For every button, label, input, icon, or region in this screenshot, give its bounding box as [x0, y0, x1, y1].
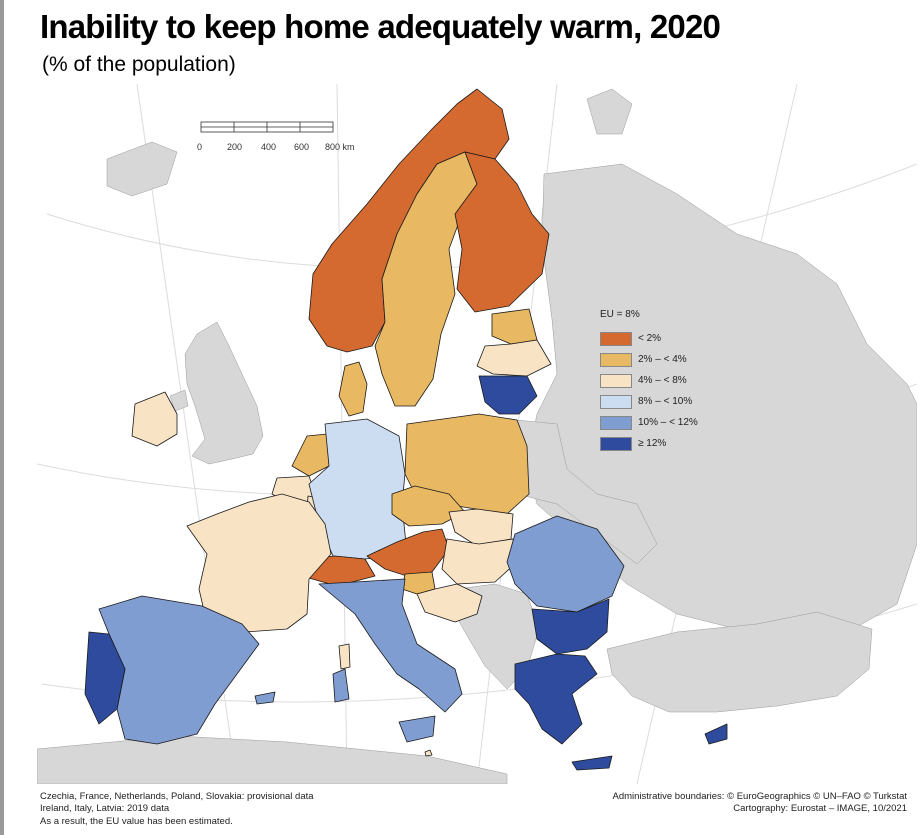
crete	[571, 755, 613, 771]
footnote: Ireland, Italy, Latvia: 2019 data	[40, 803, 170, 815]
credit: Administrative boundaries: © EuroGeograp…	[612, 791, 907, 802]
denmark	[338, 361, 368, 417]
footnotes-right: Administrative boundaries: © EuroGeograp…	[612, 791, 907, 816]
legend-label: 4% – < 8%	[638, 375, 687, 386]
scale-bar-labels: 0 200 400 600 800 km	[197, 142, 367, 156]
portugal	[84, 631, 126, 725]
sardinia	[332, 668, 350, 703]
cyprus	[704, 723, 728, 745]
legend-item: ≥ 12%	[600, 433, 698, 454]
credit: Cartography: Eurostat – IMAGE, 10/2021	[733, 803, 907, 815]
estonia	[491, 308, 538, 345]
scale-bar	[200, 121, 334, 133]
legend-swatch	[600, 352, 632, 367]
legend-item: < 2%	[600, 328, 698, 349]
croatia	[416, 583, 483, 623]
northern-ireland	[169, 389, 189, 412]
legend-label: 10% – < 12%	[638, 417, 698, 428]
sicily	[398, 715, 436, 743]
malta	[424, 749, 433, 757]
scale-label: 200	[227, 142, 243, 152]
legend-item: 10% – < 12%	[600, 412, 698, 433]
finland	[454, 151, 550, 313]
map-title: Inability to keep home adequately warm, …	[40, 8, 721, 45]
scale-label: 400	[261, 142, 277, 152]
greece	[514, 653, 598, 745]
legend-label: 2% – < 4%	[638, 354, 687, 365]
left-frame-rule	[0, 0, 4, 835]
scale-label: 0	[197, 142, 203, 152]
north-africa	[37, 735, 508, 784]
eu-countries	[84, 88, 728, 771]
italy	[318, 578, 463, 713]
europe-map	[37, 84, 917, 784]
romania	[506, 515, 625, 613]
hungary	[441, 538, 518, 585]
scale-label: 800 km	[325, 142, 355, 152]
balearic-islands	[254, 691, 276, 705]
iceland	[106, 141, 178, 197]
legend-item: 4% – < 8%	[600, 370, 698, 391]
legend-label: ≥ 12%	[638, 438, 667, 449]
svalbard	[586, 88, 633, 135]
scale-label: 600	[294, 142, 310, 152]
legend: EU = 8% < 2% 2% – < 4% 4% – < 8% 8% – < …	[600, 309, 698, 454]
france	[186, 493, 332, 633]
legend-swatch	[600, 331, 632, 346]
legend-label: 8% – < 10%	[638, 396, 693, 407]
netherlands	[291, 433, 330, 477]
legend-swatch	[600, 415, 632, 430]
legend-title: EU = 8%	[600, 309, 640, 320]
non-eu-land	[37, 88, 917, 784]
great-britain	[184, 321, 264, 465]
footnotes-left: Czechia, France, Netherlands, Poland, Sl…	[40, 791, 314, 828]
latvia	[476, 339, 552, 377]
legend-swatch	[600, 373, 632, 388]
legend-item: 8% – < 10%	[600, 391, 698, 412]
map-subtitle: (% of the population)	[42, 53, 236, 76]
legend-label: < 2%	[638, 333, 662, 344]
legend-swatch	[600, 394, 632, 409]
turkey	[606, 611, 873, 713]
corsica	[338, 643, 351, 670]
bulgaria	[531, 598, 610, 655]
legend-swatch	[600, 436, 632, 451]
belarus-ukraine	[506, 418, 658, 565]
lithuania	[478, 375, 538, 415]
poland	[404, 413, 530, 515]
footnote: Czechia, France, Netherlands, Poland, Sl…	[40, 791, 314, 802]
legend-item: 2% – < 4%	[600, 349, 698, 370]
ireland	[131, 391, 178, 447]
footnote: As a result, the EU value has been estim…	[40, 815, 233, 827]
